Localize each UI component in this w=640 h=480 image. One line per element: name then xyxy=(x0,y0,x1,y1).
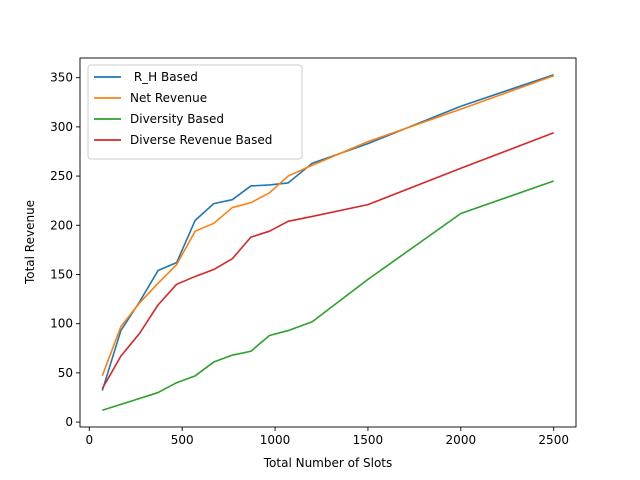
y-tick-label: 300 xyxy=(50,120,73,134)
x-tick-label: 2000 xyxy=(446,433,477,447)
legend-box xyxy=(87,64,303,160)
series-line-2 xyxy=(101,74,554,377)
y-tick-label: 100 xyxy=(50,317,73,331)
y-tick-label: 150 xyxy=(50,267,73,281)
x-tick-label: 1000 xyxy=(260,433,291,447)
legend-label: Diversity Based xyxy=(130,112,224,126)
y-tick-label: 250 xyxy=(50,169,73,183)
plot-frame xyxy=(79,57,577,428)
legend-label: R_H Based xyxy=(130,70,198,84)
x-tick-label: 2500 xyxy=(538,433,569,447)
y-axis-label: Total Revenue xyxy=(23,200,37,285)
x-tick-label: 500 xyxy=(171,433,194,447)
legend-label: Net Revenue xyxy=(130,91,207,105)
legend-label: Diverse Revenue Based xyxy=(130,133,272,147)
x-tick-label: 0 xyxy=(85,433,93,447)
legend: R_H Based Net Revenue Diversity Based Diver… xyxy=(87,64,303,160)
y-tick-label: 50 xyxy=(58,366,73,380)
y-tick-label: 0 xyxy=(65,415,73,429)
y-tick-label: 350 xyxy=(50,71,73,85)
series-line-3 xyxy=(102,180,554,412)
y-tick-label: 200 xyxy=(50,218,73,232)
axes-layer: 0 500 1000 1500 2000 2500 0 50 100 150 200 250 300 35… xyxy=(50,57,577,447)
series-line-4 xyxy=(101,132,554,390)
series-layer xyxy=(101,73,554,412)
x-axis-label: Total Number of Slots xyxy=(263,456,393,470)
x-tick-label: 1500 xyxy=(353,433,384,447)
